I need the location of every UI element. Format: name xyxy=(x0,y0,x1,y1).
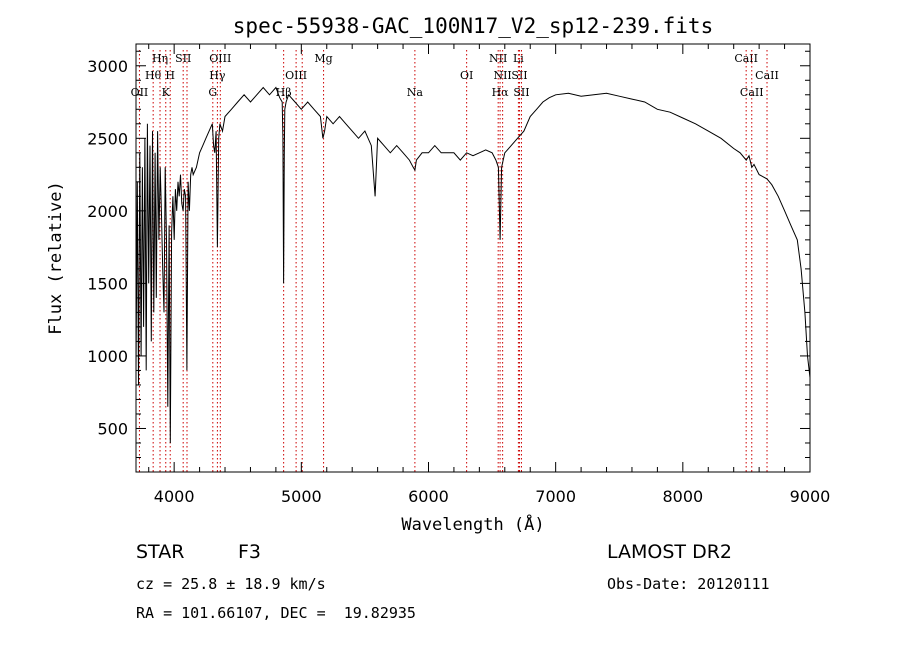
x-tick-label: 4000 xyxy=(154,487,195,506)
line-marker-label: SII xyxy=(175,52,191,65)
line-marker-label: SII xyxy=(511,69,527,82)
line-marker-label: OIII xyxy=(285,69,307,82)
object-class: STAR xyxy=(136,541,185,563)
spectrum-line xyxy=(135,86,811,444)
y-tick-label: 500 xyxy=(97,419,128,438)
line-marker-label: NII xyxy=(489,52,507,65)
x-axis-label: Wavelength (Å) xyxy=(401,513,544,535)
chart-title: spec-55938-GAC_100N17_V2_sp12-239.fits xyxy=(233,14,713,38)
line-marker-label: SII xyxy=(513,86,529,99)
line-marker-label: K xyxy=(162,86,171,99)
line-marker-label: CaII xyxy=(734,52,758,65)
x-tick-label: 5000 xyxy=(281,487,322,506)
line-marker-label: Hβ xyxy=(276,86,292,99)
line-marker-label: OI xyxy=(460,69,473,82)
y-tick-label: 2000 xyxy=(87,202,128,221)
y-tick-label: 1500 xyxy=(87,274,128,293)
x-tick-label: 9000 xyxy=(790,487,831,506)
line-marker-label: Hγ xyxy=(209,69,226,82)
y-tick-label: 3000 xyxy=(87,57,128,76)
line-marker-label: OIII xyxy=(209,52,231,65)
x-axis: 4000 5000 6000 7000 8000 9000 xyxy=(148,44,831,506)
line-marker-label: Na xyxy=(407,86,424,99)
line-marker-label: Mg xyxy=(314,52,332,65)
line-marker-label: Hα xyxy=(492,86,510,99)
ra-dec: RA = 101.66107, DEC = 19.82935 xyxy=(136,604,416,622)
subclass: F3 xyxy=(238,541,262,563)
x-tick-label: 7000 xyxy=(535,487,576,506)
line-marker-label: CaII xyxy=(740,86,764,99)
line-marker-label: CaII xyxy=(755,69,779,82)
y-tick-label: 1000 xyxy=(87,347,128,366)
line-markers: OIIHθHηKHSIIGHγOIIIHβOIIIMgNaOINIIHαNIIL… xyxy=(131,50,779,472)
observation-date: Obs-Date: 20120111 xyxy=(607,575,770,593)
line-marker-label: Hθ xyxy=(145,69,162,82)
line-marker-label: NII xyxy=(493,69,511,82)
line-marker-label: G xyxy=(208,86,217,99)
x-tick-label: 8000 xyxy=(662,487,703,506)
survey-label: LAMOST DR2 xyxy=(607,541,732,563)
redshift-cz: cz = 25.8 ± 18.9 km/s xyxy=(136,575,326,593)
line-marker-label: OII xyxy=(131,86,149,99)
y-tick-label: 2500 xyxy=(87,129,128,148)
y-axis-label: Flux (relative) xyxy=(46,181,66,335)
line-marker-label: Hη xyxy=(152,52,168,65)
x-tick-label: 6000 xyxy=(408,487,449,506)
y-axis: 500 1000 1500 2000 2500 3000 xyxy=(87,50,810,458)
line-marker-label: H xyxy=(165,69,175,82)
plot-frame xyxy=(135,43,811,473)
line-marker-label: Li xyxy=(513,52,524,65)
